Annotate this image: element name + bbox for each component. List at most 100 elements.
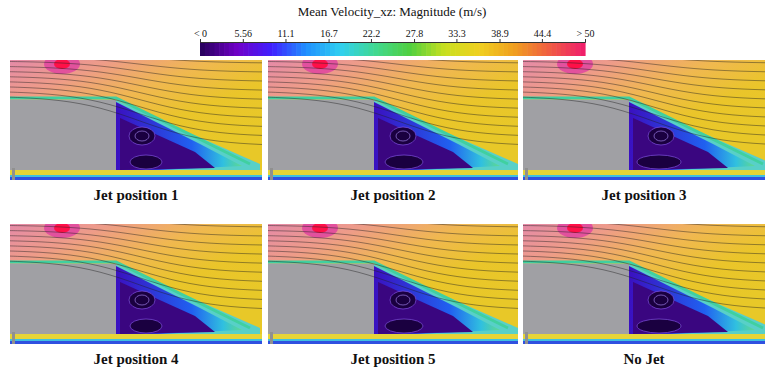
panel-label: Jet position 1	[93, 187, 178, 203]
wheel-post	[270, 168, 273, 180]
speed-peak	[302, 60, 338, 74]
colorbar-swatch	[445, 42, 450, 56]
flow-field	[523, 60, 765, 180]
tick-mark	[329, 39, 330, 42]
wheel-post	[525, 168, 528, 180]
streamline	[268, 60, 518, 72]
tick: 33.3	[448, 28, 466, 42]
colorbar-swatch	[263, 42, 268, 56]
colorbar-swatch	[344, 42, 349, 56]
colorbar-swatch	[340, 42, 345, 56]
colorbar-swatch	[301, 42, 306, 56]
tick-mark	[542, 39, 543, 42]
streamline	[10, 224, 262, 236]
ground-flow	[268, 175, 518, 177]
colorbar-swatch	[566, 42, 571, 56]
speed-peak	[567, 60, 583, 69]
vortex	[130, 155, 162, 169]
figure: Mean Velocity_xz: Magnitude (m/s)< 05.56…	[0, 0, 770, 371]
vehicle-body	[523, 100, 629, 172]
ground-flow	[268, 334, 518, 339]
streamline	[10, 92, 262, 136]
vehicle-body	[268, 264, 374, 336]
vortex	[129, 127, 155, 145]
streamline	[10, 77, 262, 109]
vortex	[654, 131, 668, 141]
streamline	[523, 251, 765, 290]
tick-mark	[243, 39, 244, 42]
colorbar-swatch	[373, 42, 378, 56]
speed-peak	[44, 60, 80, 74]
colorbar-swatch	[205, 42, 210, 56]
tick-label: 33.3	[448, 28, 466, 39]
streamline	[523, 261, 765, 308]
streamline	[10, 256, 262, 300]
vortex	[648, 291, 674, 309]
colorbar-swatch	[494, 42, 499, 56]
streamline	[523, 87, 765, 126]
tick-mark	[456, 39, 457, 42]
colorbar-swatch	[393, 42, 398, 56]
streamline	[10, 241, 262, 273]
streamline	[10, 60, 262, 72]
colorbar-swatch	[325, 42, 330, 56]
streamline	[523, 256, 765, 299]
panel-label: Jet position 5	[350, 351, 435, 367]
speed-peak	[54, 60, 70, 69]
tick-label: 44.4	[534, 28, 552, 39]
vortex	[396, 131, 410, 141]
colorbar-swatch	[508, 42, 513, 56]
tick-label: > 50	[576, 28, 594, 39]
ground-flow	[268, 341, 518, 344]
ground-flow	[523, 175, 765, 177]
colorbar-swatch	[470, 42, 475, 56]
vortex	[654, 295, 668, 305]
streamline	[268, 241, 518, 273]
colorbar-swatch	[282, 42, 287, 56]
panel: No Jet	[523, 210, 770, 367]
colorbar-swatch	[296, 42, 301, 56]
colorbar-swatch	[561, 42, 566, 56]
tick: 22.2	[363, 28, 381, 42]
ground-flow	[523, 177, 765, 180]
speed-peak	[567, 224, 583, 233]
flow-field	[523, 224, 765, 344]
colorbar-swatch	[580, 42, 585, 56]
colorbar-swatch	[474, 42, 479, 56]
vehicle-body	[10, 100, 116, 172]
streamline	[10, 72, 262, 100]
ground-flow	[268, 339, 518, 341]
streamline	[268, 77, 518, 109]
streamline	[523, 241, 765, 272]
colorbar-swatch	[258, 42, 263, 56]
tick: 11.1	[277, 28, 294, 42]
tick-mark	[285, 39, 286, 42]
tick-label: 38.9	[491, 28, 509, 39]
streamline	[10, 87, 262, 127]
vortex	[130, 319, 162, 333]
tick: < 0	[194, 28, 207, 42]
vortex	[390, 291, 416, 309]
streamline	[10, 236, 262, 264]
tick-label: < 0	[194, 28, 207, 39]
colorbar-swatch	[239, 42, 244, 56]
flow-field	[10, 60, 262, 180]
colorbar-swatch	[359, 42, 364, 56]
tick: 16.7	[320, 28, 338, 42]
colorbar-swatch	[518, 42, 523, 56]
streamline	[523, 246, 765, 281]
wake-core	[120, 282, 215, 334]
colorbar-swatch	[272, 42, 277, 56]
tick-label: 5.56	[235, 28, 253, 39]
ground-flow	[523, 170, 765, 175]
wake-core	[633, 282, 728, 334]
colorbar-swatch	[436, 42, 441, 56]
streamline	[268, 87, 518, 127]
colorbar-swatch	[234, 42, 239, 56]
colorbar-swatch	[450, 42, 455, 56]
colorbar-swatch	[224, 42, 229, 56]
streamline	[268, 261, 518, 309]
colorbar-swatch	[210, 42, 215, 56]
streamline	[268, 224, 518, 236]
ground-flow	[10, 170, 262, 175]
